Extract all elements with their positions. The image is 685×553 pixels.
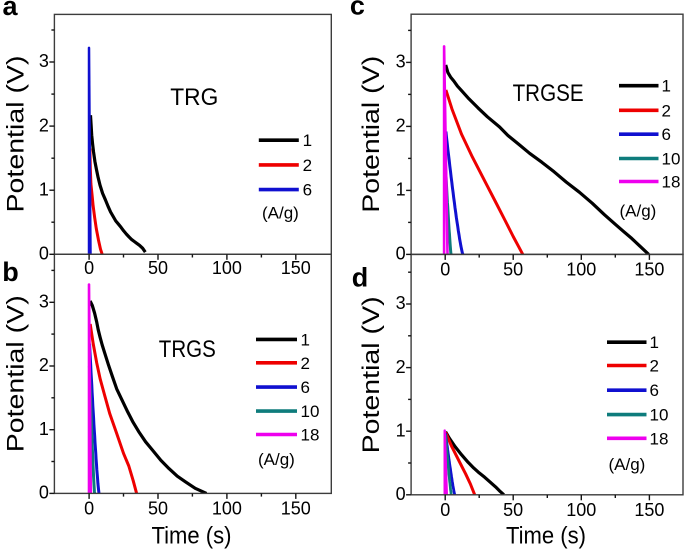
svg-text:2: 2 [301, 354, 310, 373]
svg-text:0: 0 [84, 258, 94, 278]
svg-text:0: 0 [39, 483, 49, 503]
svg-text:10: 10 [301, 402, 320, 421]
svg-text:1: 1 [39, 179, 49, 199]
svg-text:1: 1 [662, 77, 671, 96]
svg-text:150: 150 [634, 259, 664, 279]
svg-text:TRGS: TRGS [159, 336, 216, 363]
svg-text:c: c [350, 0, 365, 21]
svg-text:0: 0 [396, 484, 406, 504]
svg-text:0: 0 [440, 500, 450, 520]
svg-text:0: 0 [440, 259, 450, 279]
svg-text:3: 3 [39, 292, 49, 312]
svg-text:TRG: TRG [170, 84, 218, 111]
svg-text:50: 50 [503, 500, 523, 520]
svg-text:18: 18 [301, 426, 320, 445]
svg-text:Time (s): Time (s) [506, 523, 586, 550]
svg-text:6: 6 [650, 381, 659, 400]
svg-text:150: 150 [281, 258, 311, 278]
svg-text:Potential (V): Potential (V) [358, 56, 385, 213]
svg-text:2: 2 [662, 101, 671, 120]
svg-text:10: 10 [662, 150, 681, 169]
svg-text:1: 1 [650, 333, 659, 352]
svg-text:1: 1 [396, 180, 406, 200]
svg-text:100: 100 [566, 259, 596, 279]
svg-text:0: 0 [84, 499, 94, 519]
svg-text:6: 6 [662, 125, 671, 144]
svg-text:(A/g): (A/g) [262, 204, 299, 223]
svg-text:Potential (V): Potential (V) [2, 56, 29, 213]
svg-text:150: 150 [634, 500, 664, 520]
svg-text:100: 100 [212, 499, 242, 519]
svg-text:2: 2 [396, 357, 406, 377]
svg-text:d: d [352, 262, 369, 292]
svg-text:0: 0 [396, 244, 406, 264]
svg-text:1: 1 [303, 131, 312, 150]
svg-text:2: 2 [39, 355, 49, 375]
svg-text:100: 100 [566, 500, 596, 520]
svg-text:18: 18 [662, 173, 681, 192]
svg-text:b: b [2, 257, 19, 287]
svg-text:Potential (V): Potential (V) [358, 296, 385, 453]
svg-text:6: 6 [301, 378, 310, 397]
svg-text:6: 6 [303, 181, 312, 200]
svg-text:1: 1 [301, 330, 310, 349]
svg-text:1: 1 [396, 420, 406, 440]
svg-text:2: 2 [396, 116, 406, 136]
svg-text:2: 2 [303, 156, 312, 175]
svg-text:Time (s): Time (s) [152, 523, 232, 550]
svg-text:50: 50 [148, 258, 168, 278]
svg-text:100: 100 [212, 258, 242, 278]
svg-text:3: 3 [396, 52, 406, 72]
svg-text:TRGSE: TRGSE [513, 80, 584, 107]
svg-text:(A/g): (A/g) [609, 455, 646, 474]
svg-text:10: 10 [650, 406, 669, 425]
svg-text:2: 2 [39, 115, 49, 135]
svg-text:a: a [3, 0, 19, 21]
svg-text:0: 0 [39, 244, 49, 264]
svg-text:3: 3 [396, 293, 406, 313]
svg-text:18: 18 [650, 429, 669, 448]
svg-text:3: 3 [39, 51, 49, 71]
svg-text:(A/g): (A/g) [258, 450, 295, 469]
svg-text:150: 150 [281, 499, 311, 519]
svg-text:50: 50 [503, 259, 523, 279]
svg-text:2: 2 [650, 357, 659, 376]
svg-text:Potential (V): Potential (V) [2, 295, 29, 452]
svg-text:1: 1 [39, 419, 49, 439]
svg-text:50: 50 [148, 499, 168, 519]
svg-text:(A/g): (A/g) [620, 202, 657, 221]
